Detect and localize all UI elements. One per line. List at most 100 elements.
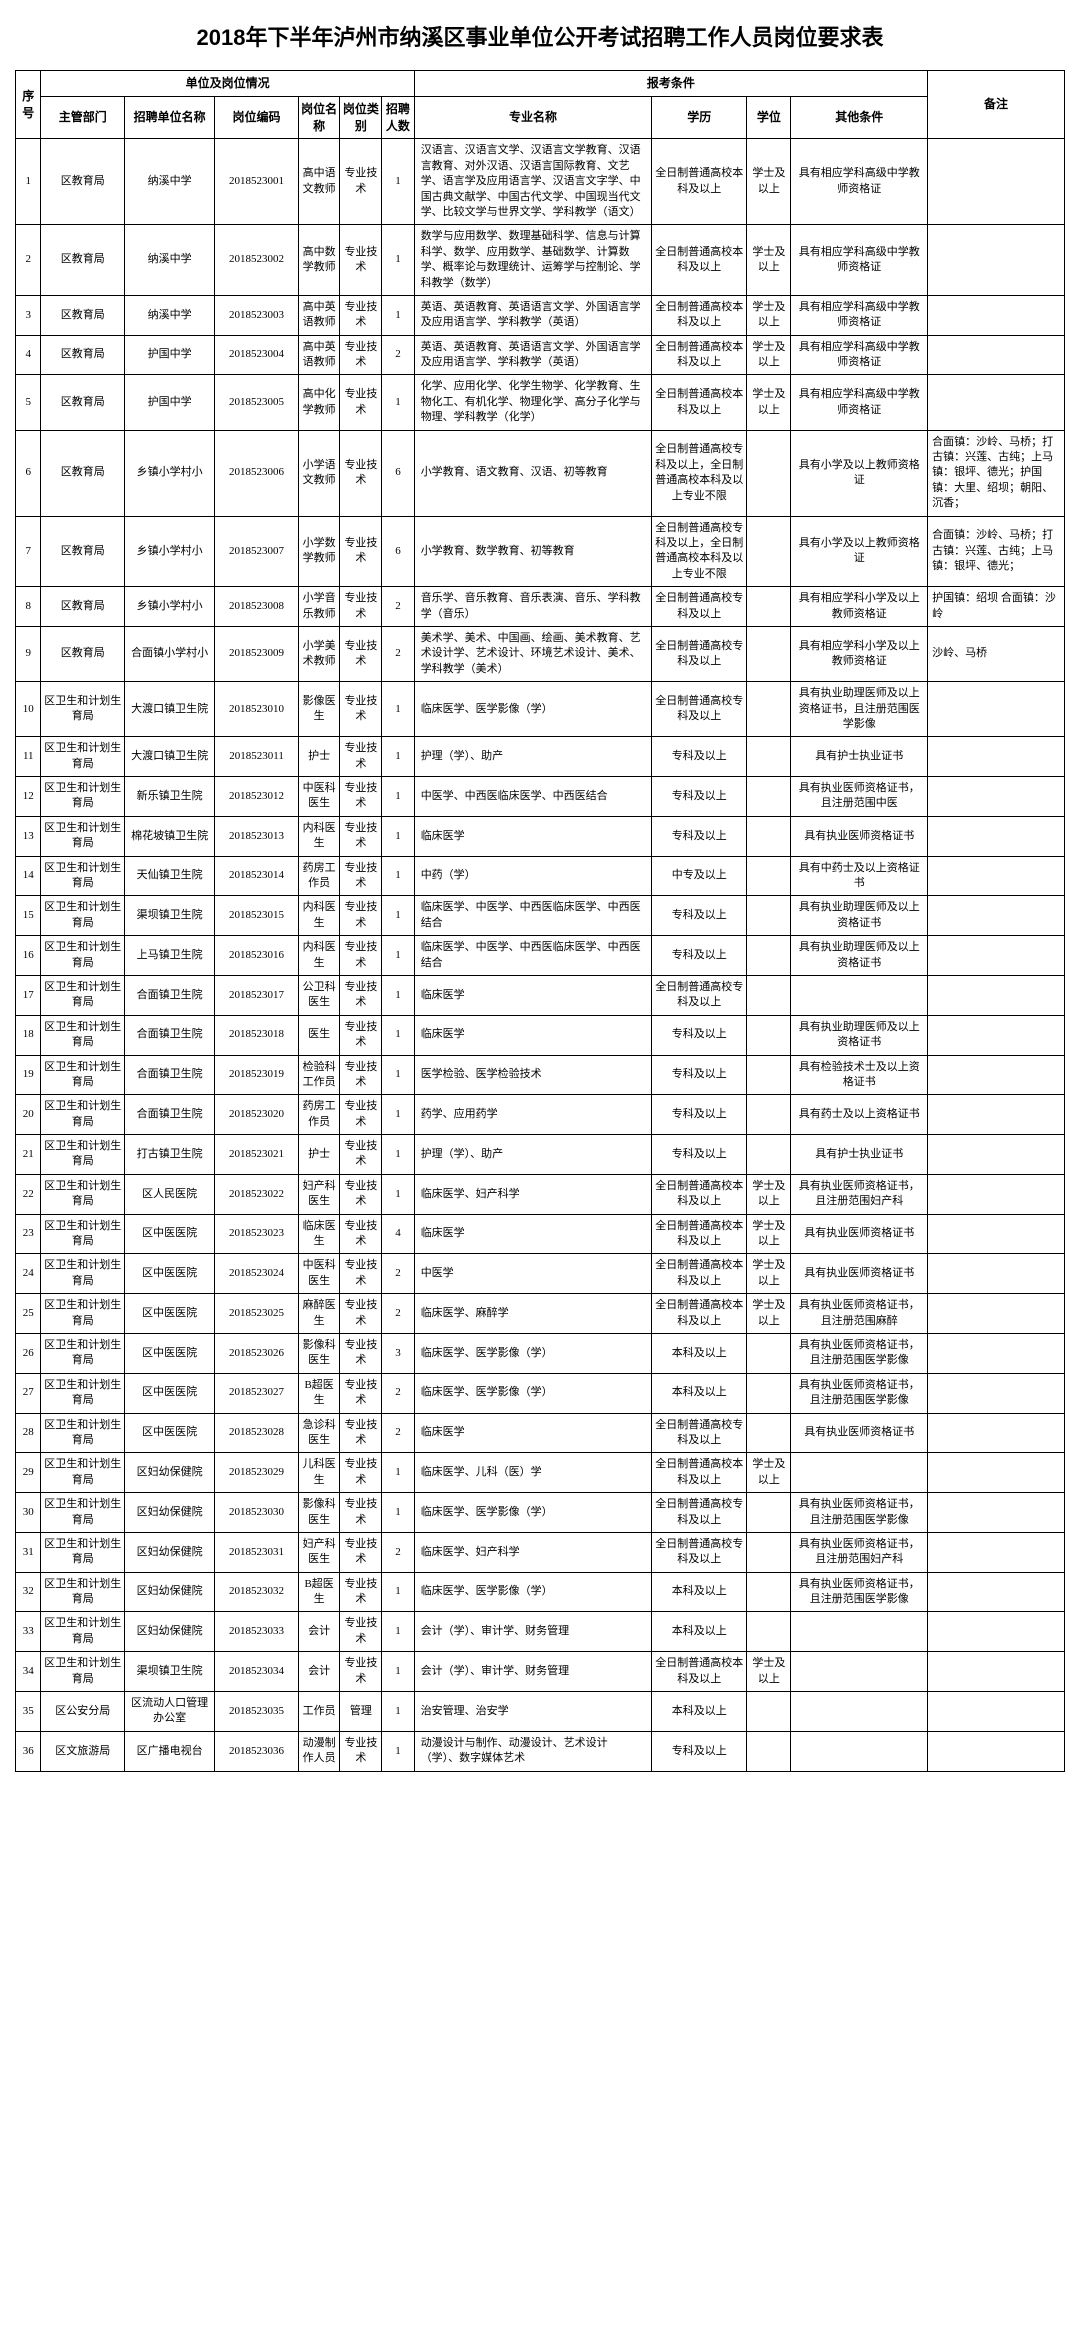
cell-cat: 专业技术 — [340, 430, 382, 516]
cell-deg — [747, 1572, 791, 1612]
cell-pos: 妇产科医生 — [298, 1174, 340, 1214]
cell-dept: 区教育局 — [41, 516, 124, 587]
cell-other: 具有相应学科高级中学教师资格证 — [791, 295, 928, 335]
cell-unit: 乡镇小学村小 — [124, 516, 214, 587]
cell-dept: 区公安分局 — [41, 1692, 124, 1732]
cell-major: 小学教育、数学教育、初等教育 — [414, 516, 652, 587]
cell-code: 2018523003 — [215, 295, 298, 335]
cell-code: 2018523018 — [215, 1015, 298, 1055]
cell-other — [791, 1652, 928, 1692]
cell-edu: 专科及以上 — [652, 936, 747, 976]
cell-other: 具有相应学科高级中学教师资格证 — [791, 225, 928, 296]
cell-cat: 专业技术 — [340, 1731, 382, 1771]
th-unit-info: 单位及岗位情况 — [41, 71, 414, 97]
cell-remark — [928, 1413, 1065, 1453]
cell-major: 临床医学 — [414, 1015, 652, 1055]
cell-other — [791, 1453, 928, 1493]
page-title: 2018年下半年泸州市纳溪区事业单位公开考试招聘工作人员岗位要求表 — [15, 20, 1065, 52]
cell-num: 1 — [382, 375, 415, 430]
cell-unit: 区中医医院 — [124, 1334, 214, 1374]
cell-deg: 学士及以上 — [747, 1174, 791, 1214]
cell-remark — [928, 1095, 1065, 1135]
cell-remark — [928, 1174, 1065, 1214]
cell-pos: 影像科医生 — [298, 1493, 340, 1533]
cell-pos: B超医生 — [298, 1572, 340, 1612]
cell-major: 医学检验、医学检验技术 — [414, 1055, 652, 1095]
cell-dept: 区教育局 — [41, 587, 124, 627]
cell-pos: 急诊科医生 — [298, 1413, 340, 1453]
cell-other: 具有中药士及以上资格证书 — [791, 856, 928, 896]
cell-other: 具有药士及以上资格证书 — [791, 1095, 928, 1135]
cell-cat: 专业技术 — [340, 225, 382, 296]
cell-other: 具有护士执业证书 — [791, 737, 928, 777]
cell-seq: 10 — [16, 682, 41, 737]
cell-seq: 22 — [16, 1174, 41, 1214]
cell-major: 音乐学、音乐教育、音乐表演、音乐、学科教学（音乐） — [414, 587, 652, 627]
cell-pos: 内科医生 — [298, 896, 340, 936]
cell-pos: 检验科工作员 — [298, 1055, 340, 1095]
cell-unit: 区妇幼保健院 — [124, 1493, 214, 1533]
cell-major: 中医学、中西医临床医学、中西医结合 — [414, 777, 652, 817]
cell-major: 英语、英语教育、英语语言文学、外国语言学及应用语言学、学科教学（英语） — [414, 335, 652, 375]
cell-pos: 护士 — [298, 1135, 340, 1175]
cell-code: 2018523029 — [215, 1453, 298, 1493]
cell-other: 具有相应学科高级中学教师资格证 — [791, 139, 928, 225]
cell-seq: 35 — [16, 1692, 41, 1732]
cell-edu: 全日制普通高校本科及以上 — [652, 375, 747, 430]
cell-remark — [928, 335, 1065, 375]
cell-unit: 区中医医院 — [124, 1254, 214, 1294]
cell-remark — [928, 936, 1065, 976]
cell-cat: 专业技术 — [340, 626, 382, 681]
cell-deg: 学士及以上 — [747, 139, 791, 225]
cell-unit: 合面镇小学村小 — [124, 626, 214, 681]
cell-num: 2 — [382, 626, 415, 681]
cell-unit: 纳溪中学 — [124, 295, 214, 335]
cell-remark — [928, 1015, 1065, 1055]
cell-code: 2018523025 — [215, 1294, 298, 1334]
cell-num: 2 — [382, 335, 415, 375]
cell-num: 6 — [382, 430, 415, 516]
cell-dept: 区卫生和计划生育局 — [41, 1493, 124, 1533]
cell-edu: 专科及以上 — [652, 1015, 747, 1055]
cell-unit: 天仙镇卫生院 — [124, 856, 214, 896]
cell-other — [791, 1692, 928, 1732]
cell-code: 2018523014 — [215, 856, 298, 896]
table-row: 2区教育局纳溪中学2018523002高中数学教师专业技术1数学与应用数学、数理… — [16, 225, 1065, 296]
cell-unit: 区中医医院 — [124, 1214, 214, 1254]
cell-other: 具有执业医师资格证书，且注册范围妇产科 — [791, 1532, 928, 1572]
cell-other — [791, 1612, 928, 1652]
cell-unit: 渠坝镇卫生院 — [124, 1652, 214, 1692]
cell-code: 2018523035 — [215, 1692, 298, 1732]
cell-other: 具有小学及以上教师资格证 — [791, 430, 928, 516]
cell-seq: 36 — [16, 1731, 41, 1771]
cell-seq: 7 — [16, 516, 41, 587]
cell-code: 2018523013 — [215, 816, 298, 856]
cell-deg — [747, 1413, 791, 1453]
cell-remark — [928, 1493, 1065, 1533]
cell-deg: 学士及以上 — [747, 1652, 791, 1692]
cell-major: 小学教育、语文教育、汉语、初等教育 — [414, 430, 652, 516]
cell-remark — [928, 1373, 1065, 1413]
table-row: 1区教育局纳溪中学2018523001高中语文教师专业技术1汉语言、汉语言文学、… — [16, 139, 1065, 225]
cell-num: 2 — [382, 1294, 415, 1334]
cell-remark — [928, 975, 1065, 1015]
cell-num: 1 — [382, 139, 415, 225]
cell-seq: 8 — [16, 587, 41, 627]
cell-deg — [747, 1532, 791, 1572]
cell-dept: 区卫生和计划生育局 — [41, 1254, 124, 1294]
cell-cat: 专业技术 — [340, 975, 382, 1015]
cell-remark — [928, 1453, 1065, 1493]
cell-pos: 高中英语教师 — [298, 295, 340, 335]
cell-deg — [747, 1095, 791, 1135]
cell-code: 2018523008 — [215, 587, 298, 627]
cell-code: 2018523017 — [215, 975, 298, 1015]
cell-num: 1 — [382, 856, 415, 896]
cell-unit: 护国中学 — [124, 375, 214, 430]
cell-code: 2018523032 — [215, 1572, 298, 1612]
cell-pos: 动漫制作人员 — [298, 1731, 340, 1771]
recruitment-table: 序号 单位及岗位情况 报考条件 备注 主管部门 招聘单位名称 岗位编码 岗位名称… — [15, 70, 1065, 1772]
cell-num: 1 — [382, 1612, 415, 1652]
cell-remark — [928, 1334, 1065, 1374]
cell-seq: 15 — [16, 896, 41, 936]
cell-edu: 全日制普通高校本科及以上 — [652, 295, 747, 335]
